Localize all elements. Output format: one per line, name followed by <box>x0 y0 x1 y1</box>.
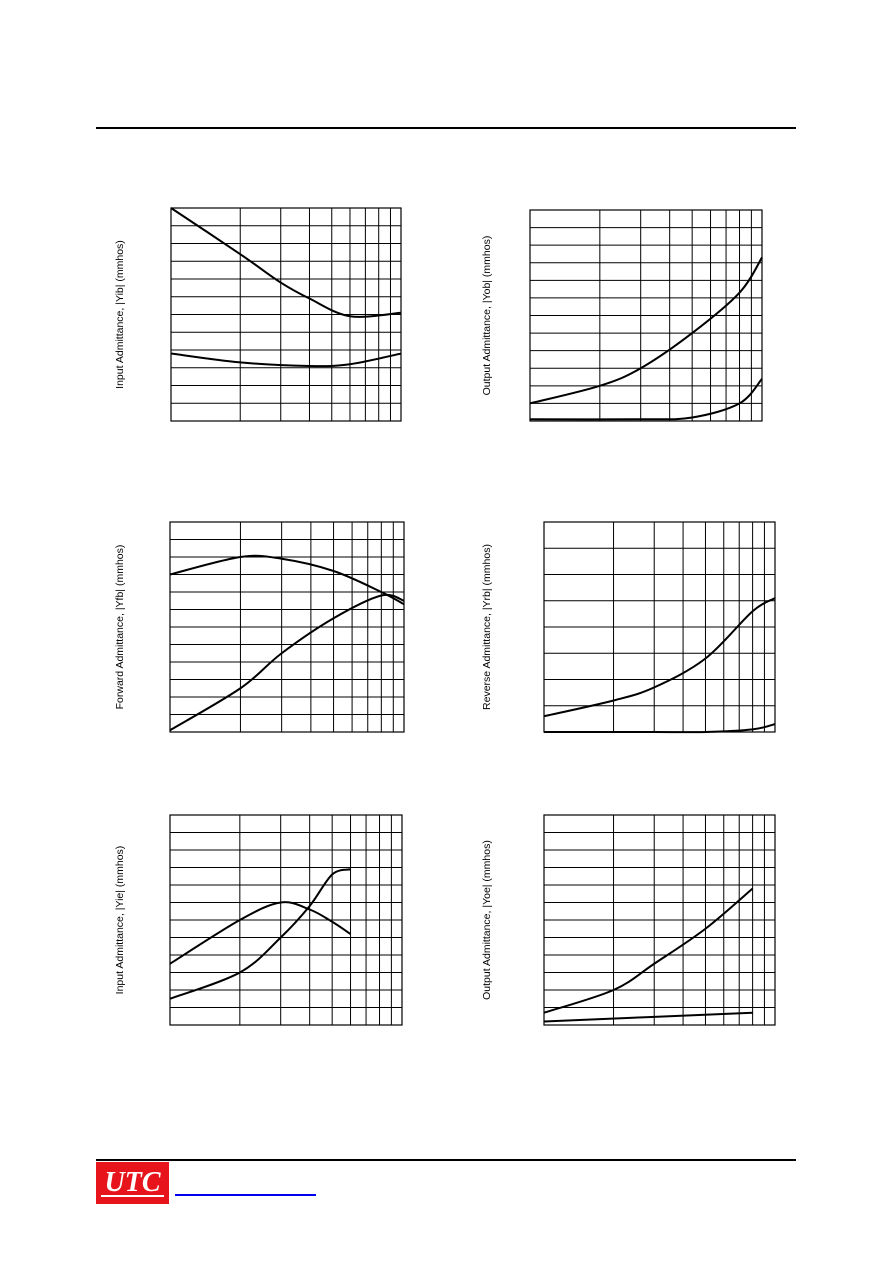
series-line-2 <box>170 352 402 368</box>
bottom-rule <box>96 1159 796 1161</box>
chart-6: Output Admittance, |Yoe| (mmhos) <box>481 814 776 1026</box>
y-axis-label: Input Admittance, |Yib| (mmhos) <box>114 240 126 389</box>
series-line-1 <box>169 901 352 965</box>
footer-link[interactable] <box>175 1194 316 1196</box>
y-axis-label: Reverse Admittance, |Yrb| (mmhos) <box>481 544 493 710</box>
logo-underline <box>101 1195 164 1197</box>
plot-frame <box>169 814 403 1026</box>
series-line-1 <box>170 207 402 318</box>
plot-frame <box>170 207 402 422</box>
series-line-2 <box>529 378 763 421</box>
logo-text: UTC <box>104 1167 161 1198</box>
series-line-2 <box>169 593 405 732</box>
chart-1: Input Admittance, |Yib| (mmhos) <box>114 207 402 422</box>
chart-2: Output Admittance, |Yob| (mmhos) <box>481 209 763 422</box>
chart-3: Forward Admittance, |Yfb| (mmhos) <box>114 521 405 733</box>
chart-4: Reverse Admittance, |Yrb| (mmhos) <box>481 521 776 734</box>
y-axis-label: Forward Admittance, |Yfb| (mmhos) <box>114 545 126 710</box>
chart-5: Input Admittance, |Yie| (mmhos) <box>114 814 403 1026</box>
plot-frame <box>529 209 763 422</box>
y-axis-label: Output Admittance, |Yob| (mmhos) <box>481 236 493 396</box>
y-axis-label: Input Admittance, |Yie| (mmhos) <box>114 846 126 995</box>
series-line-1 <box>169 554 405 606</box>
series-line-2 <box>544 723 776 734</box>
series-line-1 <box>543 597 776 718</box>
series-line-1 <box>529 256 763 405</box>
series-line-1 <box>543 887 754 1014</box>
series-line-2 <box>169 868 351 1000</box>
series-line-2 <box>543 1011 753 1023</box>
utc-logo: UTC <box>96 1162 169 1204</box>
plot-frame <box>543 814 776 1026</box>
top-rule <box>96 127 796 129</box>
y-axis-label: Output Admittance, |Yoe| (mmhos) <box>481 840 493 1000</box>
plot-frame <box>169 521 405 733</box>
